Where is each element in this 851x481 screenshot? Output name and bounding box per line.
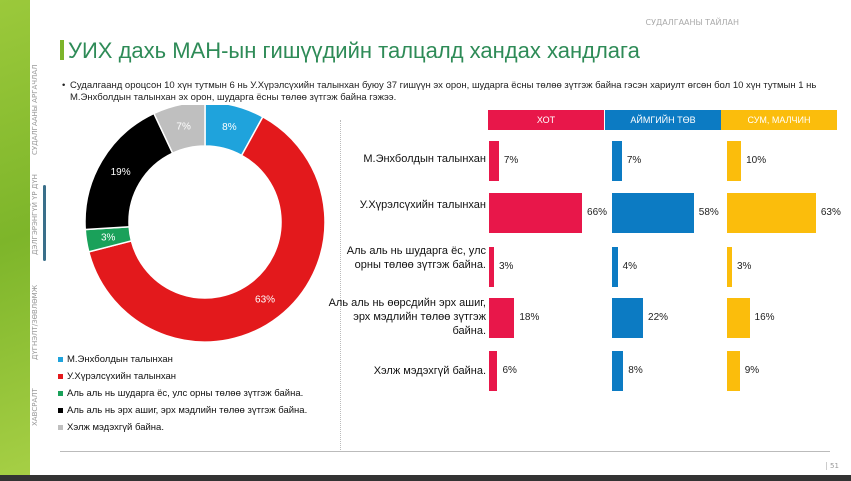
legend-swatch xyxy=(58,357,63,362)
bar xyxy=(612,351,624,391)
nav-appendix[interactable]: ХАВСРАЛТ xyxy=(31,388,39,427)
bar xyxy=(727,141,742,181)
bar-value-label: 3% xyxy=(499,261,514,272)
row-label: Аль аль нь шударга ёс, улс орны төлөө зү… xyxy=(346,245,486,271)
donut-slice-label: 63% xyxy=(255,294,275,305)
column-header: СУМ, МАЛЧИН xyxy=(721,110,837,130)
bar xyxy=(727,247,732,287)
bar xyxy=(489,193,583,233)
bar-value-label: 22% xyxy=(648,312,669,323)
row-label: Хэлж мэдэхгүй байна. xyxy=(373,365,486,377)
bar-value-label: 10% xyxy=(746,155,767,166)
divider xyxy=(340,120,341,450)
bar xyxy=(727,193,816,233)
nav-conclusions[interactable]: ДҮГНЭЛТ/ЗӨВЛӨМЖ xyxy=(31,284,39,361)
bar-value-label: 58% xyxy=(698,207,719,218)
bar xyxy=(612,298,644,338)
legend-label: М.Энхболдын талынхан xyxy=(67,354,173,365)
column-header: ХОТ xyxy=(488,110,604,130)
row-label: М.Энхболдын талынхан xyxy=(363,153,486,165)
legend-swatch xyxy=(58,425,63,430)
legend-swatch xyxy=(58,391,63,396)
legend-label: Аль аль нь эрх ашиг, эрх мэдлийн төлөө з… xyxy=(67,405,308,416)
legend-label: У.Хүрэлсүхийн талынхан xyxy=(67,371,177,382)
bar-value-label: 9% xyxy=(744,365,760,376)
donut-slice-label: 7% xyxy=(176,121,191,132)
bar-value-label: 7% xyxy=(503,155,519,166)
bar xyxy=(489,141,499,181)
bottom-rule xyxy=(60,451,830,452)
page-title: УИХ дахь МАН-ын гишүүдийн талцалд хандах… xyxy=(60,38,640,64)
legend-label: Аль аль нь шударга ёс, улс орны төлөө зү… xyxy=(67,388,304,399)
legend-item: У.Хүрэлсүхийн талынхан xyxy=(58,368,307,385)
legend-swatch xyxy=(58,374,63,379)
active-section-marker xyxy=(43,185,46,261)
donut-slice xyxy=(87,115,326,343)
legend-item: Аль аль нь эрх ашиг, эрх мэдлийн төлөө з… xyxy=(58,402,307,419)
donut-slice-label: 8% xyxy=(222,122,237,133)
legend-item: Хэлж мэдэхгүй байна. xyxy=(58,419,307,436)
bar xyxy=(727,351,740,391)
bar xyxy=(489,351,498,391)
donut-legend: М.Энхболдын талынхан У.Хүрэлсүхийн талынх… xyxy=(58,351,307,436)
section-nav xyxy=(30,0,50,475)
donut-chart: 8% 63% 3% 19% 7% xyxy=(84,105,326,343)
donut-slice xyxy=(152,105,206,155)
column-header: АЙМГИЙН ТӨВ xyxy=(605,110,721,130)
bar-value-label: 18% xyxy=(519,312,540,323)
bar xyxy=(727,298,750,338)
legend-label: Хэлж мэдэхгүй байна. xyxy=(67,422,164,433)
bar xyxy=(612,193,694,233)
bar-value-label: 7% xyxy=(626,155,642,166)
donut-slice-label: 19% xyxy=(111,167,131,178)
bar xyxy=(612,247,618,287)
row-label: У.Хүрэлсүхийн талынхан xyxy=(359,199,486,211)
row-label: Аль аль нь өөрсдийн эрх ашиг, эрх мэдлий… xyxy=(328,297,486,337)
summary-bullet: Судалгаанд ороцсон 10 хүн тутмын 6 нь У.… xyxy=(62,80,830,104)
bar-value-label: 4% xyxy=(622,261,638,272)
nav-methodology[interactable]: СУДАЛГААНЫ АРГАЧЛАЛ xyxy=(31,64,39,155)
sidebar-background xyxy=(0,0,30,475)
bar xyxy=(612,141,622,181)
legend-item: Аль аль нь шударга ёс, улс орны төлөө зү… xyxy=(58,385,307,402)
legend-swatch xyxy=(58,408,63,413)
bottom-bar xyxy=(0,475,851,481)
bar xyxy=(489,247,494,287)
page-number: 51 xyxy=(826,462,839,470)
bar-value-label: 66% xyxy=(587,207,608,218)
legend-item: М.Энхболдын талынхан xyxy=(58,351,307,368)
bar-value-label: 3% xyxy=(737,261,752,272)
bar-value-label: 16% xyxy=(754,312,775,323)
bar xyxy=(489,298,515,338)
donut-slice-label: 3% xyxy=(101,232,116,243)
bar-value-label: 6% xyxy=(502,365,517,376)
bar-value-label: 63% xyxy=(820,207,841,218)
report-label: СУДАЛГААНЫ ТАЙЛАН xyxy=(645,18,740,27)
bar-value-label: 8% xyxy=(628,365,643,376)
